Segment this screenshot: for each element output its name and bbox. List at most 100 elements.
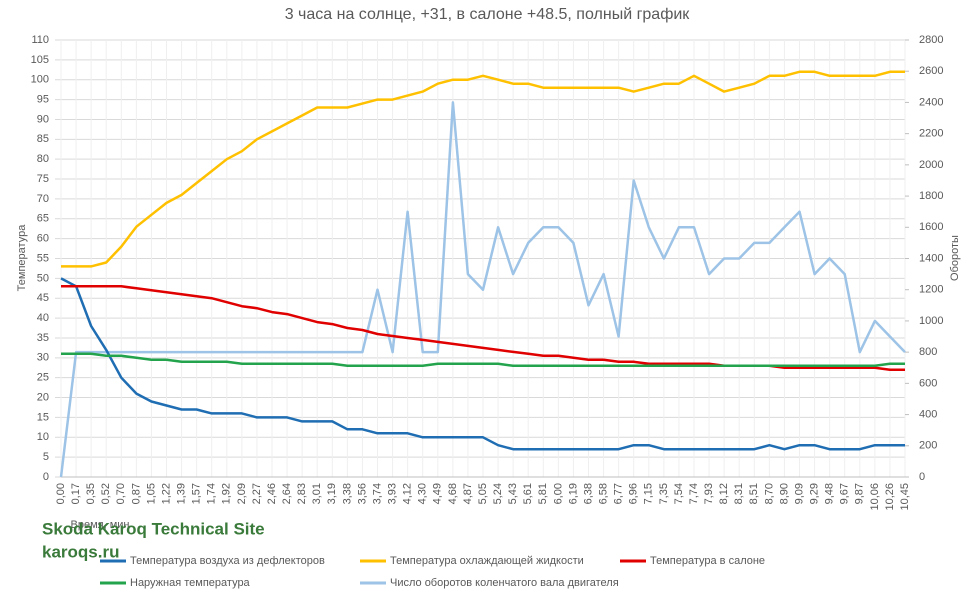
- y2-tick-label: 1200: [919, 284, 943, 296]
- x-tick-label: 0,35: [85, 483, 97, 504]
- watermark-title: Skoda Karoq Technical Site: [42, 519, 265, 538]
- y-tick-label: 95: [37, 93, 49, 105]
- y2-tick-label: 1000: [919, 315, 943, 327]
- x-tick-label: 4,49: [432, 483, 444, 504]
- y-tick-label: 100: [31, 74, 49, 86]
- y-tick-label: 85: [37, 133, 49, 145]
- x-tick-label: 3,56: [356, 483, 368, 504]
- y-tick-label: 90: [37, 113, 49, 125]
- x-tick-label: 1,92: [221, 483, 233, 504]
- x-tick-label: 9,67: [839, 483, 851, 504]
- x-tick-label: 1,74: [206, 483, 218, 504]
- x-tick-label: 1,39: [175, 483, 187, 504]
- y-tick-label: 45: [37, 292, 49, 304]
- x-tick-label: 4,87: [462, 483, 474, 504]
- x-tick-label: 7,54: [673, 483, 685, 504]
- x-tick-label: 8,12: [718, 483, 730, 504]
- x-tick-label: 6,77: [613, 483, 625, 504]
- x-tick-label: 8,90: [778, 483, 790, 504]
- x-tick-label: 8,31: [733, 483, 745, 504]
- y-tick-label: 5: [43, 451, 49, 463]
- x-tick-label: 5,43: [507, 483, 519, 504]
- x-tick-label: 9,48: [824, 483, 836, 504]
- x-tick-label: 2,27: [251, 483, 263, 504]
- x-tick-label: 0,87: [130, 483, 142, 504]
- series-line: [61, 352, 905, 368]
- grid: [55, 39, 906, 478]
- y2-tick-label: 1600: [919, 221, 943, 233]
- y-tick-label: 80: [37, 153, 49, 165]
- y-tick-label: 65: [37, 213, 49, 225]
- x-tick-label: 6,58: [597, 483, 609, 504]
- y2-tick-label: 600: [919, 377, 937, 389]
- y-tick-label: 30: [37, 352, 49, 364]
- y-tick-label: 60: [37, 233, 49, 245]
- x-tick-label: 9,87: [854, 483, 866, 504]
- y2-tick-label: 2200: [919, 128, 943, 140]
- series-line: [60, 277, 905, 451]
- y2-tick-label: 1800: [919, 190, 943, 202]
- x-tick-label: 7,93: [703, 483, 715, 504]
- x-tick-label: 6,00: [552, 483, 564, 504]
- x-axis-title: Время, мин: [71, 519, 130, 531]
- x-tick-label: 0,70: [115, 483, 127, 504]
- x-tick-label: 2,09: [236, 483, 248, 504]
- y-axis-title: Температура: [16, 224, 28, 292]
- x-tick-label: 7,74: [688, 483, 700, 504]
- x-tick-label: 8,70: [763, 483, 775, 504]
- x-tick-label: 5,24: [492, 483, 504, 504]
- x-tick-label: 7,15: [643, 483, 655, 504]
- series-line: [59, 101, 906, 478]
- x-tick-label: 4,12: [402, 483, 414, 504]
- y2-tick-label: 2000: [919, 159, 943, 171]
- x-tick-label: 2,64: [281, 483, 293, 504]
- y-tick-label: 110: [31, 34, 49, 46]
- y-tick-label: 20: [37, 391, 49, 403]
- y2-tick-label: 2600: [919, 65, 943, 77]
- x-tick-label: 3,93: [386, 483, 398, 504]
- x-tick-label: 3,74: [371, 483, 383, 504]
- legend-label: Число оборотов коленчатого вала двигател…: [390, 577, 619, 589]
- x-tick-label: 6,19: [567, 483, 579, 504]
- y2-tick-label: 800: [919, 346, 937, 358]
- legend-label: Температура в салоне: [650, 555, 765, 567]
- x-tick-label: 5,81: [537, 483, 549, 504]
- y-tick-label: 15: [37, 411, 49, 423]
- x-tick-label: 0,17: [70, 483, 82, 504]
- x-tick-label: 10,06: [869, 483, 881, 511]
- legend-label: Наружная температура: [130, 577, 251, 589]
- chart-title: 3 часа на солнце, +31, в салоне +48.5, п…: [285, 6, 691, 23]
- y-tick-label: 70: [37, 193, 49, 205]
- legend-label: Температура охлаждающей жидкости: [390, 555, 584, 567]
- x-tick-label: 6,96: [628, 483, 640, 504]
- x-tick-label: 1,22: [160, 483, 172, 504]
- series-line: [61, 70, 905, 268]
- x-tick-label: 8,51: [748, 483, 760, 504]
- x-tick-label: 4,30: [417, 483, 429, 504]
- x-tick-label: 5,61: [522, 483, 534, 504]
- y2-tick-label: 2800: [919, 34, 943, 46]
- y-tick-label: 55: [37, 252, 49, 264]
- y2-tick-label: 2400: [919, 96, 943, 108]
- x-tick-label: 0,52: [100, 483, 112, 504]
- x-tick-label: 2,46: [266, 483, 278, 504]
- x-tick-label: 0,00: [55, 483, 67, 504]
- x-tick-label: 3,01: [311, 483, 323, 504]
- x-tick-label: 9,09: [793, 483, 805, 504]
- x-tick-label: 5,05: [477, 483, 489, 504]
- y-tick-label: 10: [37, 431, 49, 443]
- watermark-url: karoqs.ru: [42, 542, 119, 561]
- x-tick-label: 10,26: [884, 483, 896, 511]
- y-tick-label: 75: [37, 173, 49, 185]
- y2-tick-label: 0: [919, 471, 925, 483]
- x-tick-label: 9,29: [808, 483, 820, 504]
- x-tick-label: 3,38: [341, 483, 353, 504]
- y2-tick-label: 400: [919, 408, 937, 420]
- x-tick-label: 3,19: [326, 483, 338, 504]
- y2-axis-title: Обороты: [949, 235, 961, 281]
- y-tick-label: 0: [43, 471, 49, 483]
- y2-tick-label: 200: [919, 440, 937, 452]
- y-tick-label: 25: [37, 372, 49, 384]
